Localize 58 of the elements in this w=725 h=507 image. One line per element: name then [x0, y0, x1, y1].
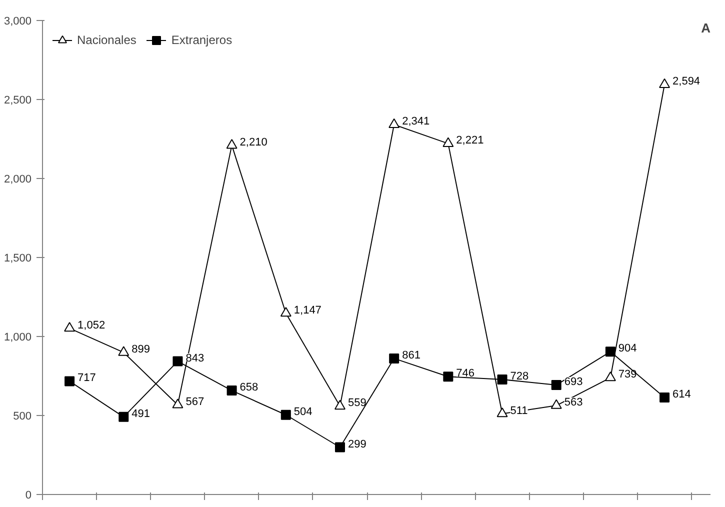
data-label: 904	[618, 342, 637, 355]
point	[551, 380, 562, 390]
point	[497, 374, 508, 384]
point	[226, 139, 238, 149]
data-label: 728	[510, 370, 529, 382]
point	[443, 372, 454, 382]
point	[660, 392, 670, 402]
point	[172, 356, 183, 366]
point	[604, 371, 616, 382]
data-label: 739	[618, 368, 637, 381]
data-label: 563	[564, 396, 583, 409]
y-tick-label: 0	[25, 490, 32, 502]
data-label: 491	[132, 408, 150, 420]
data-label: 2,594	[672, 76, 700, 88]
point	[118, 346, 130, 356]
point	[280, 410, 291, 420]
point	[334, 400, 346, 410]
data-label: 693	[564, 376, 583, 388]
data-label: 567	[186, 396, 204, 408]
data-label: 614	[672, 388, 691, 400]
point	[388, 118, 400, 128]
y-tick-label: 500	[13, 410, 32, 422]
point	[64, 376, 75, 386]
y-tick-label: 1,000	[4, 332, 32, 344]
data-label: 1,147	[294, 304, 322, 316]
y-tick-label: 2,000	[4, 174, 32, 186]
data-label: 299	[348, 438, 366, 450]
data-label: 2,221	[456, 134, 484, 147]
point	[64, 322, 76, 332]
point	[442, 137, 454, 147]
point	[172, 398, 184, 408]
data-label: 511	[510, 404, 528, 417]
data-label: 717	[78, 372, 96, 384]
point	[550, 399, 562, 409]
data-label: 559	[348, 397, 366, 410]
point	[334, 442, 345, 452]
point	[605, 346, 616, 357]
annotation: A	[701, 20, 712, 36]
data-label: 1,052	[78, 319, 106, 332]
data-label: 843	[186, 352, 204, 364]
data-label: 861	[402, 349, 420, 362]
data-label: 2,341	[402, 116, 430, 128]
data-label: 746	[456, 368, 475, 380]
y-tick-label: 1,500	[4, 252, 32, 264]
y-tick-label: 3,000	[4, 16, 32, 28]
y-tick-label: 2,500	[4, 94, 32, 106]
point	[389, 353, 400, 364]
data-label: 504	[294, 406, 312, 418]
point	[496, 407, 508, 418]
legend-label: Nacionales	[77, 33, 136, 47]
point	[118, 412, 129, 422]
data-label: 2,210	[240, 136, 268, 148]
point	[226, 386, 237, 396]
data-label: 658	[240, 382, 258, 394]
legend-label: Extranjeros	[171, 33, 232, 47]
point	[280, 307, 292, 317]
point	[659, 78, 670, 88]
data-label: 899	[132, 343, 150, 356]
